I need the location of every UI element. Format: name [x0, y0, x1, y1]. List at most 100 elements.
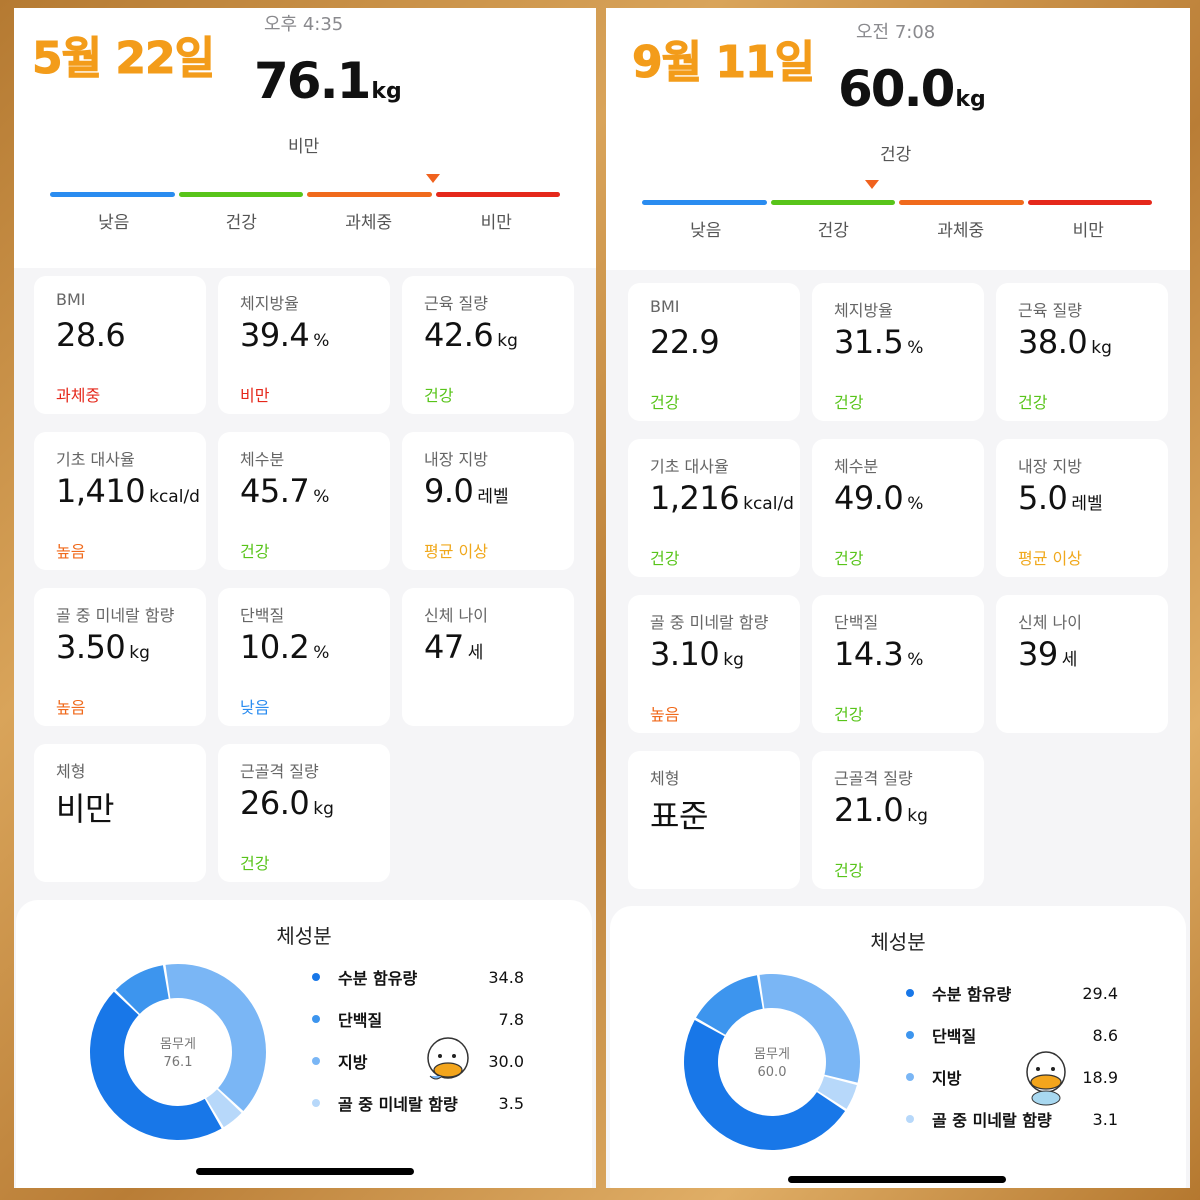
- metric-label: 체형: [56, 762, 86, 781]
- metric-label: 내장 지방: [424, 450, 488, 469]
- metric-label: 기초 대사율: [650, 457, 729, 476]
- metric-unit: kg: [313, 799, 334, 819]
- legend-value: 8.6: [1092, 1025, 1118, 1045]
- metric-number: 45.7: [240, 472, 310, 510]
- metric-unit: 레벨: [477, 487, 509, 507]
- metric-label: 골 중 미네랄 함량: [56, 606, 175, 625]
- screen-before: 5월 22일 오후 4:35 76.1 kg 비만 낮음 건강 과체중 비만 B…: [14, 8, 596, 1188]
- weight-scale-bar: [642, 200, 1152, 205]
- metric-card[interactable]: 체지방율 39.4% 비만: [218, 276, 390, 414]
- metric-value: 9.0 레벨: [424, 472, 509, 510]
- metric-status: 건강: [834, 549, 864, 568]
- composition-donut-chart: 몸무게 60.0: [684, 974, 860, 1150]
- metric-status: 높음: [56, 542, 86, 561]
- metric-label: 골 중 미네랄 함량: [650, 613, 769, 632]
- body-composition-card[interactable]: 체성분 몸무게 76.1 수분 함유량 34.8 단백질 7.8 지방 30.0 골 중 미네…: [16, 900, 592, 1188]
- metric-label: BMI: [650, 297, 680, 316]
- metric-status: 평균 이상: [1018, 549, 1082, 568]
- metric-card[interactable]: 근골격 질량 26.0 kg 건강: [218, 744, 390, 882]
- metric-number: 표준: [650, 797, 708, 835]
- metric-value: 42.6 kg: [424, 316, 518, 354]
- composition-donut-chart: 몸무게 76.1: [89, 964, 267, 1140]
- metric-value: 1,410 kcal/d: [56, 472, 200, 510]
- metric-number: 1,216: [650, 479, 740, 517]
- metric-card[interactable]: 골 중 미네랄 함량 3.50 kg 높음: [34, 588, 206, 726]
- metric-card[interactable]: 기초 대사율 1,410 kcal/d 높음: [34, 432, 206, 570]
- metric-unit: 세: [467, 643, 484, 663]
- metric-label: 단백질: [240, 606, 285, 625]
- legend-name: 골 중 미네랄 함량: [338, 1095, 458, 1114]
- scale-label-healthy: 건강: [225, 213, 257, 233]
- metric-value: 10.2%: [240, 628, 329, 666]
- metric-value: 5.0 레벨: [1018, 479, 1103, 517]
- date-label: 9월 11일: [631, 37, 815, 89]
- duck-mascot-icon: [1026, 1051, 1066, 1106]
- metric-number: 비만: [56, 790, 114, 828]
- scale-label-overweight: 과체중: [937, 221, 985, 241]
- legend-row: 단백질 8.6: [906, 1014, 1118, 1056]
- scale-segment: [50, 192, 175, 197]
- scale-segment: [307, 192, 432, 197]
- legend-name: 골 중 미네랄 함량: [932, 1111, 1052, 1130]
- scale-label-obese: 비만: [1072, 221, 1104, 241]
- metric-card[interactable]: BMI 22.9 건강: [628, 283, 800, 421]
- metric-status: 건강: [424, 386, 454, 405]
- metric-value: 14.3%: [834, 635, 923, 673]
- metric-unit: 세: [1061, 650, 1078, 670]
- scale-label-obese: 비만: [480, 213, 512, 233]
- metric-card[interactable]: 근육 질량 38.0 kg 건강: [996, 283, 1168, 421]
- metric-card[interactable]: 체지방율 31.5% 건강: [812, 283, 984, 421]
- metric-label: 체수분: [834, 457, 879, 476]
- metric-label: 근육 질량: [424, 294, 488, 313]
- metric-label: 체형: [650, 769, 680, 788]
- legend-value: 7.8: [498, 1009, 524, 1029]
- metric-unit: %: [313, 643, 330, 663]
- metric-card[interactable]: 신체 나이 47 세: [402, 588, 574, 726]
- metric-card[interactable]: 단백질 10.2% 낮음: [218, 588, 390, 726]
- legend-name: 지방: [338, 1053, 368, 1072]
- body-composition-card[interactable]: 체성분 몸무게 60.0 수분 함유량 29.4 단백질 8.6 지방 18.9 골 중 미네…: [610, 906, 1186, 1188]
- weight-display: 60.0 kg: [838, 60, 986, 118]
- scale-segment: [770, 200, 895, 205]
- scale-label-healthy: 건강: [817, 221, 849, 241]
- metric-value: 26.0 kg: [240, 784, 334, 822]
- metric-card[interactable]: 신체 나이 39 세: [996, 595, 1168, 733]
- metric-status: 평균 이상: [424, 542, 488, 561]
- metric-card[interactable]: BMI 28.6 과체중: [34, 276, 206, 414]
- weight-value: 76.1: [254, 52, 371, 110]
- metric-card[interactable]: 골 중 미네랄 함량 3.10 kg 높음: [628, 595, 800, 733]
- metric-value: 3.10 kg: [650, 635, 744, 673]
- metric-card[interactable]: 체수분 45.7% 건강: [218, 432, 390, 570]
- measure-time: 오후 4:35: [264, 14, 344, 35]
- metric-label: 내장 지방: [1018, 457, 1082, 476]
- metric-label: 근골격 질량: [834, 769, 913, 788]
- weight-scale-labels: 낮음 건강 과체중 비만: [642, 216, 1152, 241]
- metric-card[interactable]: 단백질 14.3% 건강: [812, 595, 984, 733]
- donut-slice: [165, 964, 267, 1111]
- metric-card[interactable]: 근육 질량 42.6 kg 건강: [402, 276, 574, 414]
- metric-value: 39 세: [1018, 635, 1077, 673]
- weight-display: 76.1 kg: [254, 52, 402, 110]
- scale-label-low: 낮음: [98, 213, 130, 233]
- metric-status: 건강: [834, 861, 864, 880]
- scale-label-low: 낮음: [690, 221, 722, 241]
- home-indicator[interactable]: [196, 1168, 414, 1175]
- metric-unit: %: [313, 331, 330, 351]
- scale-segment: [642, 200, 767, 205]
- scale-segment: [1027, 200, 1152, 205]
- scale-segment: [435, 192, 560, 197]
- metric-card[interactable]: 근골격 질량 21.0 kg 건강: [812, 751, 984, 889]
- metric-card[interactable]: 체수분 49.0% 건강: [812, 439, 984, 577]
- metric-status: 건강: [650, 393, 680, 412]
- metric-value: 표준: [650, 791, 708, 837]
- metric-value: 49.0%: [834, 479, 923, 517]
- weight-value: 60.0: [838, 60, 955, 118]
- home-indicator[interactable]: [788, 1176, 1006, 1183]
- metric-unit: kcal/d: [149, 487, 200, 507]
- metric-card[interactable]: 기초 대사율 1,216 kcal/d 건강: [628, 439, 800, 577]
- donut-center-label: 몸무게: [754, 1047, 790, 1062]
